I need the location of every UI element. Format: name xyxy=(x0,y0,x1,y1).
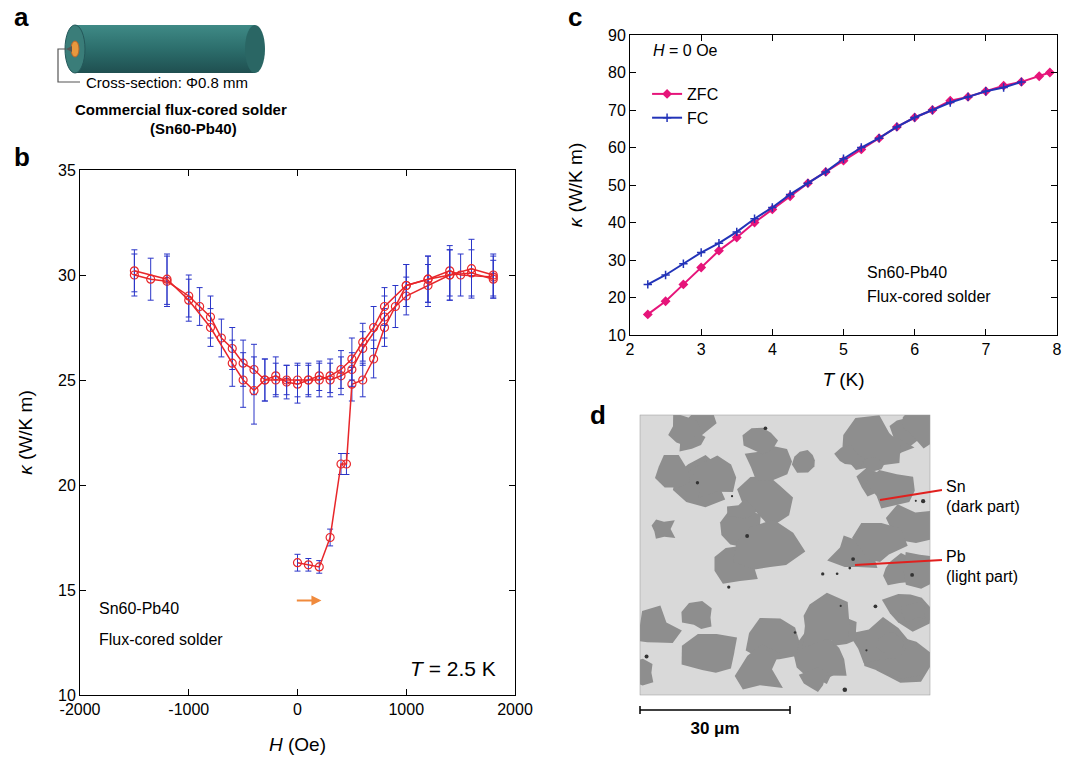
svg-text:30: 30 xyxy=(608,252,626,269)
svg-text:(light part): (light part) xyxy=(946,568,1018,585)
svg-text:80: 80 xyxy=(608,64,626,81)
svg-text:T = 2.5 K: T = 2.5 K xyxy=(410,657,496,680)
svg-text:κ (W/K m): κ (W/K m) xyxy=(15,390,36,474)
svg-text:T (K): T (K) xyxy=(822,369,864,390)
svg-text:1000: 1000 xyxy=(388,701,424,718)
svg-text:-2000: -2000 xyxy=(60,701,101,718)
svg-text:5: 5 xyxy=(839,341,848,358)
svg-text:κ (W/K m): κ (W/K m) xyxy=(565,143,586,227)
svg-text:(Sn60-Pb40): (Sn60-Pb40) xyxy=(150,120,237,137)
svg-text:2000: 2000 xyxy=(497,701,533,718)
svg-text:90: 90 xyxy=(608,27,626,44)
svg-text:-1000: -1000 xyxy=(168,701,209,718)
svg-text:8: 8 xyxy=(1053,341,1062,358)
svg-text:Flux-cored solder: Flux-cored solder xyxy=(867,288,991,305)
svg-text:Pb: Pb xyxy=(946,548,966,565)
svg-text:Sn: Sn xyxy=(946,478,966,495)
svg-text:2: 2 xyxy=(626,341,635,358)
svg-text:25: 25 xyxy=(58,372,76,389)
svg-text:Sn60-Pb40: Sn60-Pb40 xyxy=(99,600,179,617)
svg-text:15: 15 xyxy=(58,582,76,599)
svg-text:ZFC: ZFC xyxy=(687,86,718,103)
svg-text:Commercial flux-cored solder: Commercial flux-cored solder xyxy=(75,101,287,118)
svg-text:0: 0 xyxy=(293,701,302,718)
svg-text:20: 20 xyxy=(58,477,76,494)
svg-text:3: 3 xyxy=(697,341,706,358)
html-text:c: c xyxy=(568,2,583,32)
svg-text:10: 10 xyxy=(58,687,76,704)
svg-text:(dark part): (dark part) xyxy=(946,498,1020,515)
svg-text:FC: FC xyxy=(687,110,708,127)
svg-text:30: 30 xyxy=(58,267,76,284)
svg-text:Flux-cored solder: Flux-cored solder xyxy=(99,631,223,648)
svg-text:20: 20 xyxy=(608,289,626,306)
html-text:b: b xyxy=(14,142,30,172)
svg-text:40: 40 xyxy=(608,214,626,231)
svg-text:4: 4 xyxy=(768,341,777,358)
html-text:a: a xyxy=(14,2,29,32)
svg-text:Sn60-Pb40: Sn60-Pb40 xyxy=(867,264,947,281)
svg-text:60: 60 xyxy=(608,139,626,156)
svg-text:7: 7 xyxy=(981,341,990,358)
svg-text:H (Oe): H (Oe) xyxy=(269,734,326,755)
svg-text:10: 10 xyxy=(608,327,626,344)
svg-text:Cross-section: Φ0.8 mm: Cross-section: Φ0.8 mm xyxy=(86,74,248,91)
svg-text:35: 35 xyxy=(58,162,76,179)
svg-text:70: 70 xyxy=(608,102,626,119)
html-text:d: d xyxy=(590,400,606,430)
svg-text:50: 50 xyxy=(608,177,626,194)
svg-text:30 μm: 30 μm xyxy=(690,719,739,738)
svg-text:6: 6 xyxy=(910,341,919,358)
svg-text:H = 0 Oe: H = 0 Oe xyxy=(653,42,718,59)
